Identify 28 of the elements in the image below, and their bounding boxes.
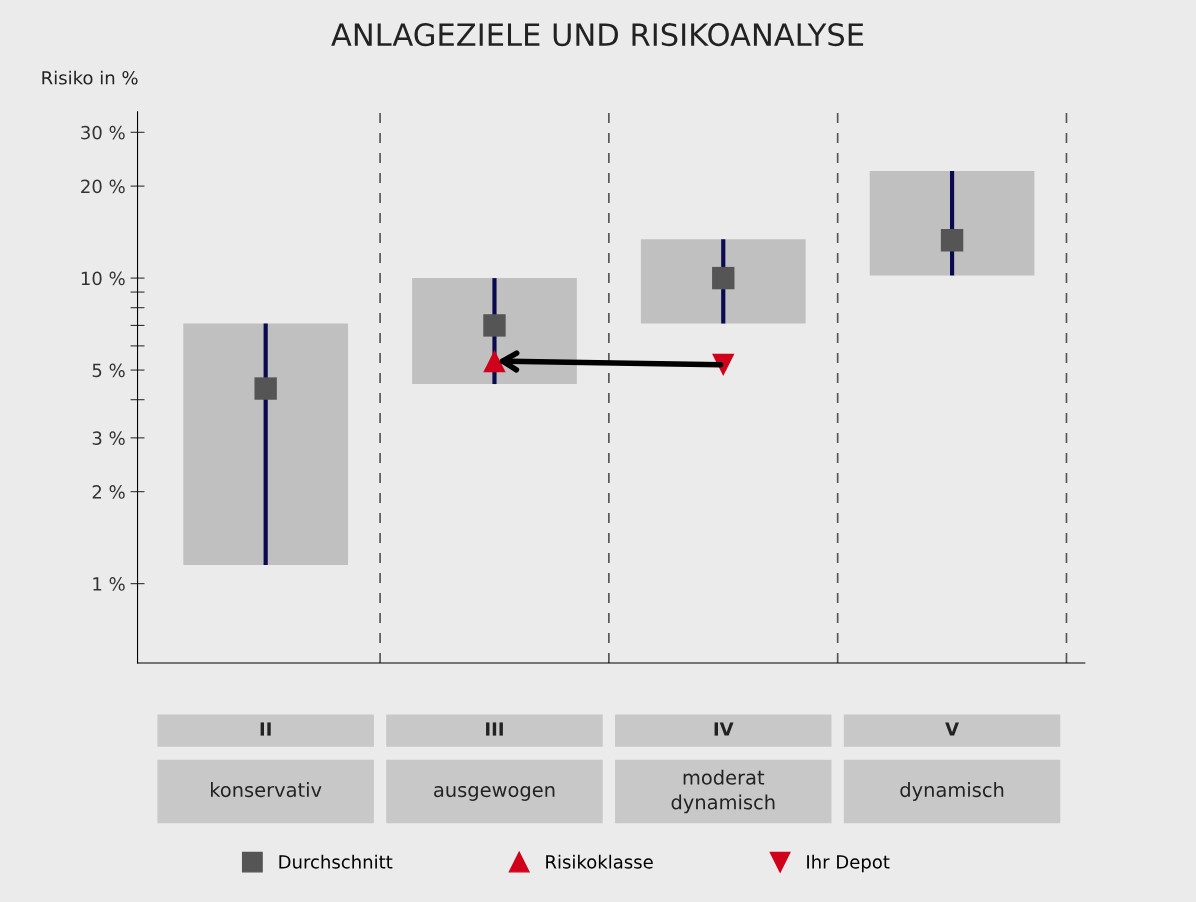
point [254,377,277,400]
y-tick-label: 30 % [81,125,125,140]
point [712,266,735,290]
bar [869,171,1035,276]
y-axis-title: Risiko in % [42,70,138,85]
x-tick-label: V [945,722,959,736]
bar [183,323,349,566]
chart-title: ANLAGEZIELE UND RISIKOANALYSE [331,23,864,47]
point [483,349,506,373]
bar [640,239,806,324]
y-tick-label: 2 % [92,485,125,499]
point [483,314,506,337]
y-tick-label: 20 % [81,179,125,194]
point [940,229,964,252]
legend-label: Ihr Depot [807,854,890,873]
text: moderat dynamisch [671,769,775,814]
y-tick-label: 10 % [81,271,125,286]
x-tick-label: IV [714,722,734,736]
x-tick-label: III [486,722,503,736]
text: dynamisch [900,782,1004,801]
text: konservativ [211,782,322,798]
text: ausgewogen [434,785,555,801]
y-tick-label: 1 % [93,577,125,591]
y-tick-label: 3 % [92,431,125,445]
y-tick-label: 5 % [92,363,125,378]
x-tick-label: II [260,722,271,736]
legend-label: Risikoklasse [546,854,653,869]
legend-label: Durchschnitt [279,854,393,869]
